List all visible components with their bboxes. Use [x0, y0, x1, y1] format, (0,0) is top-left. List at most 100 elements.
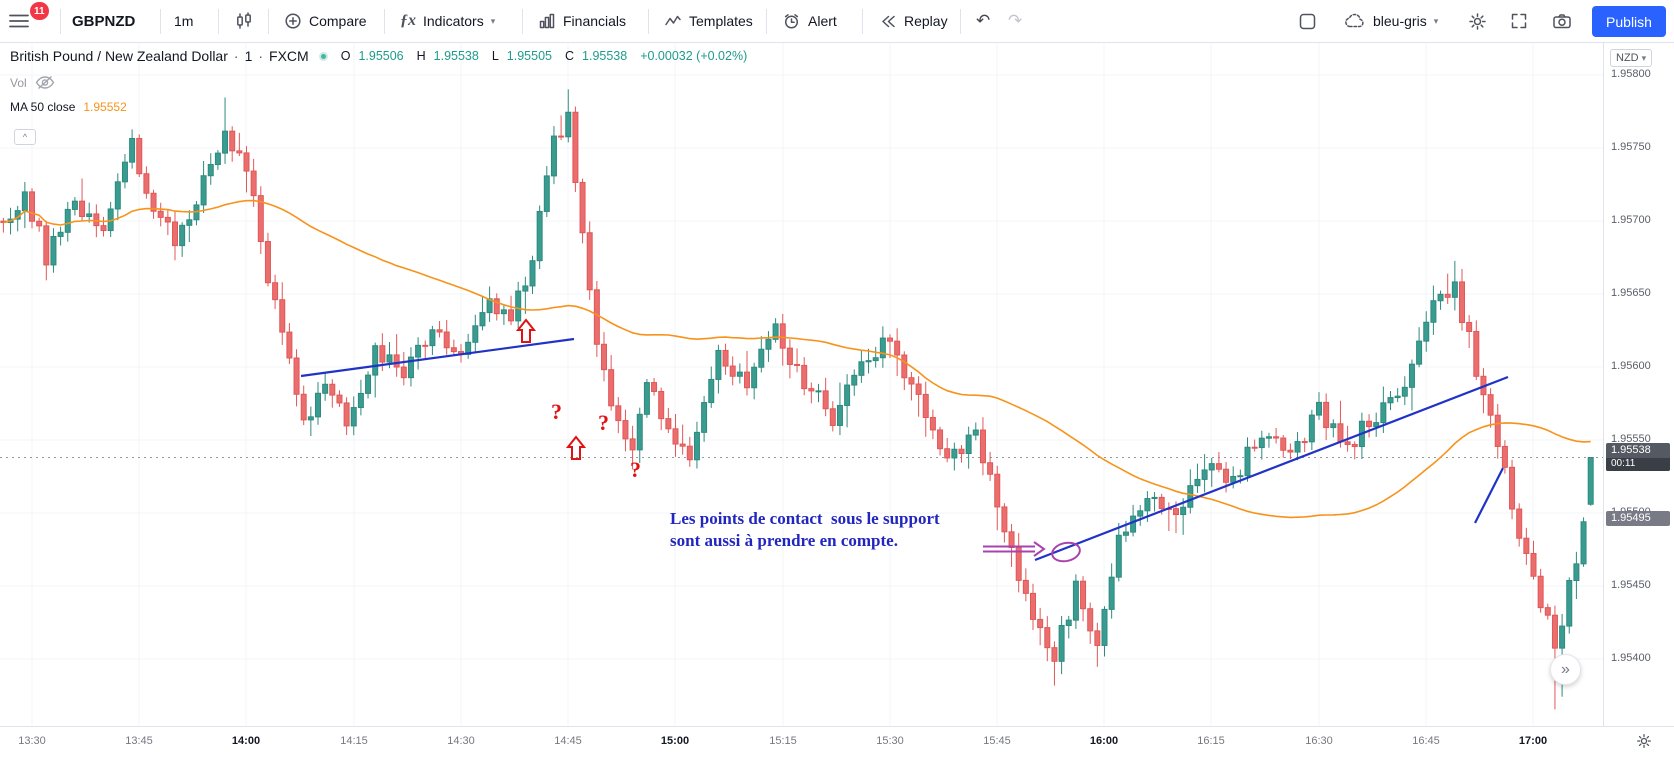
question-mark-drawing[interactable]: ? — [551, 399, 562, 424]
time-axis-label: 17:00 — [1518, 735, 1548, 747]
question-mark-drawing[interactable]: ? — [598, 410, 609, 435]
replay-label: Replay — [904, 13, 948, 29]
interval-button[interactable]: 1m — [174, 13, 194, 29]
collapse-pane-button[interactable]: ^ — [14, 129, 36, 145]
currency-label: NZD — [1616, 52, 1639, 64]
toolbar-separator — [766, 9, 767, 34]
toolbar-separator — [522, 9, 523, 34]
main-menu-button[interactable]: 11 — [8, 0, 58, 42]
time-axis-label: 16:15 — [1197, 735, 1225, 747]
time-axis-label: 13:30 — [18, 735, 46, 747]
toolbar-separator — [960, 9, 961, 34]
trendline-drawing[interactable] — [1474, 467, 1504, 524]
ma-legend[interactable]: MA 50 close 1.95552 — [10, 100, 127, 114]
financials-button[interactable]: Financials — [530, 0, 634, 42]
alert-button[interactable]: Alert — [774, 0, 845, 42]
market-status-dot — [318, 51, 328, 61]
templates-label: Templates — [689, 13, 753, 29]
trendline-drawing[interactable] — [300, 337, 575, 378]
time-axis-label: 13:45 — [125, 735, 153, 747]
alarm-clock-icon — [784, 13, 799, 29]
purple-circle-drawing[interactable] — [1050, 540, 1081, 563]
fullscreen-icon — [1511, 13, 1527, 29]
toolbar-separator — [648, 9, 649, 34]
cloud-sync-icon — [1345, 13, 1364, 28]
camera-icon — [1553, 14, 1571, 29]
alert-label: Alert — [808, 13, 837, 29]
undo-button[interactable]: ↶ — [976, 11, 991, 30]
question-mark-drawing[interactable]: ? — [630, 457, 641, 482]
toolbar-separator — [268, 9, 269, 34]
replay-rewind-icon — [882, 15, 895, 27]
current-price-badge: 1.95538 00:11 — [1606, 443, 1670, 471]
purple-arrow-head[interactable] — [1033, 541, 1046, 557]
ohlc-low-value: 1.95505 — [506, 49, 552, 63]
legend-separator: · — [233, 48, 239, 64]
compare-button[interactable]: Compare — [276, 0, 375, 42]
layout-square-icon — [1299, 13, 1316, 29]
note-text-drawing[interactable]: Les points de contact sous le support — [670, 509, 940, 528]
screenshot-button[interactable] — [1544, 0, 1580, 42]
toolbar-separator — [862, 9, 863, 34]
financials-label: Financials — [563, 13, 627, 29]
chevron-down-icon: ▾ — [1641, 52, 1647, 63]
price-axis-label: 1.95750 — [1611, 141, 1651, 153]
toolbar-separator — [218, 9, 219, 34]
fx-icon: ƒx — [400, 12, 416, 29]
time-axis-label: 15:00 — [660, 735, 690, 747]
notification-badge: 11 — [30, 2, 49, 20]
toolbar-separator — [60, 9, 61, 34]
fullscreen-button[interactable] — [1502, 0, 1536, 42]
chart-canvas[interactable]: ? ?? Les points de contact sous le support… — [0, 0, 1603, 726]
indicators-label: Indicators — [423, 13, 484, 29]
replay-button[interactable]: Replay — [870, 0, 956, 42]
toolbar-separator — [160, 9, 161, 34]
red-up-arrow-drawing[interactable] — [515, 318, 537, 343]
financials-bars-icon — [539, 13, 555, 29]
redo-button[interactable]: ↷ — [1008, 11, 1023, 30]
chart-type-button[interactable] — [226, 0, 262, 42]
volume-legend[interactable]: Vol — [10, 74, 55, 91]
legend-separator: · — [258, 48, 264, 64]
eye-off-icon[interactable] — [35, 74, 55, 91]
trendline-drawing[interactable] — [1034, 375, 1509, 562]
compare-label: Compare — [309, 13, 367, 29]
ohlc-open-label: O — [340, 49, 351, 63]
ma-value: 1.95552 — [83, 100, 127, 114]
price-axis[interactable]: NZD ▾ 1.95800 1.95750 1.95700 1.95650 1.9560… — [1603, 43, 1674, 726]
time-axis-gear-icon[interactable] — [1636, 733, 1652, 754]
ohlc-open-value: 1.95506 — [358, 49, 404, 63]
legend-interval: 1 — [244, 48, 253, 64]
price-axis-label: 1.95700 — [1611, 214, 1651, 226]
time-axis-label: 14:45 — [554, 735, 582, 747]
secondary-price-badge: 1.95495 — [1606, 511, 1670, 526]
currency-toggle-button[interactable]: NZD ▾ — [1610, 49, 1653, 67]
note-text-drawing[interactable]: sont aussi à prendre en compte. — [670, 531, 898, 550]
cloud-layout-button[interactable]: bleu-gris ▾ — [1336, 0, 1446, 42]
ma-50-line[interactable] — [3, 199, 1591, 519]
symbol-button[interactable]: GBPNZD — [72, 12, 136, 30]
time-axis[interactable]: 13:30 13:45 14:00 14:15 14:30 14:45 15:00 15:15… — [0, 726, 1674, 757]
red-up-arrow-drawing[interactable] — [565, 435, 587, 460]
indicators-button[interactable]: ƒx Indicators ▾ — [392, 0, 503, 42]
templates-button[interactable]: Templates — [656, 0, 761, 42]
layout-button[interactable] — [1290, 0, 1325, 42]
time-axis-label: 16:00 — [1089, 735, 1119, 747]
double-chevron-button[interactable]: » — [1550, 654, 1581, 685]
time-axis-label: 16:45 — [1412, 735, 1440, 747]
ohlc-low-label: L — [491, 49, 499, 63]
symbol-legend[interactable]: British Pound / New Zealand Dollar · 1 ·… — [10, 48, 747, 64]
symbol-title: British Pound / New Zealand Dollar — [10, 48, 228, 64]
publish-button[interactable]: Publish — [1592, 6, 1666, 37]
settings-button[interactable] — [1460, 0, 1495, 42]
time-axis-label: 14:00 — [231, 735, 261, 747]
price-axis-label: 1.95450 — [1611, 579, 1651, 591]
time-axis-label: 15:45 — [983, 735, 1011, 747]
candlestick-series — [0, 89, 1594, 710]
time-axis-label: 14:15 — [340, 735, 368, 747]
price-axis-label: 1.95600 — [1611, 360, 1651, 372]
price-axis-label: 1.95650 — [1611, 287, 1651, 299]
toolbar-separator — [384, 9, 385, 34]
time-axis-label: 15:30 — [876, 735, 904, 747]
